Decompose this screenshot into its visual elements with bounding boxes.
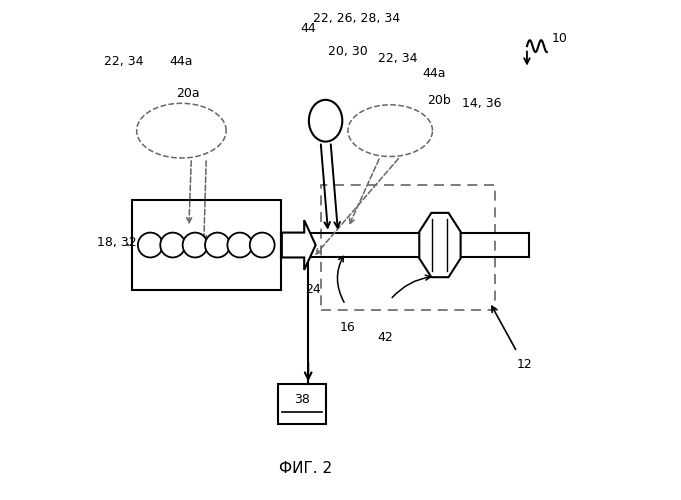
Text: ФИГ. 2: ФИГ. 2 [279, 462, 332, 476]
Bar [321, 186, 494, 310]
Polygon shape [282, 220, 315, 270]
Text: 38: 38 [294, 393, 310, 406]
Polygon shape [419, 213, 460, 277]
Bar [279, 384, 326, 424]
Circle shape [205, 232, 230, 258]
Circle shape [138, 232, 163, 258]
Text: 42: 42 [378, 330, 394, 344]
Text: 22, 34: 22, 34 [104, 54, 144, 68]
Bar [131, 200, 281, 290]
Text: 12: 12 [517, 358, 533, 371]
Text: 20b: 20b [428, 94, 452, 108]
Text: 22, 34: 22, 34 [378, 52, 417, 65]
Circle shape [250, 232, 274, 258]
Text: 44: 44 [301, 22, 317, 35]
Text: 44a: 44a [169, 54, 193, 68]
Text: 16: 16 [340, 320, 355, 334]
Text: 22, 26, 28, 34: 22, 26, 28, 34 [313, 12, 400, 26]
Text: 20, 30: 20, 30 [328, 44, 368, 58]
Text: 18, 32: 18, 32 [97, 236, 136, 249]
Text: 20a: 20a [176, 87, 200, 100]
Text: 10: 10 [552, 32, 568, 45]
Text: 14, 36: 14, 36 [462, 97, 502, 110]
Text: 24: 24 [304, 284, 321, 296]
Ellipse shape [309, 100, 343, 141]
Circle shape [183, 232, 208, 258]
Circle shape [227, 232, 252, 258]
Text: 44a: 44a [422, 67, 446, 80]
Circle shape [160, 232, 185, 258]
